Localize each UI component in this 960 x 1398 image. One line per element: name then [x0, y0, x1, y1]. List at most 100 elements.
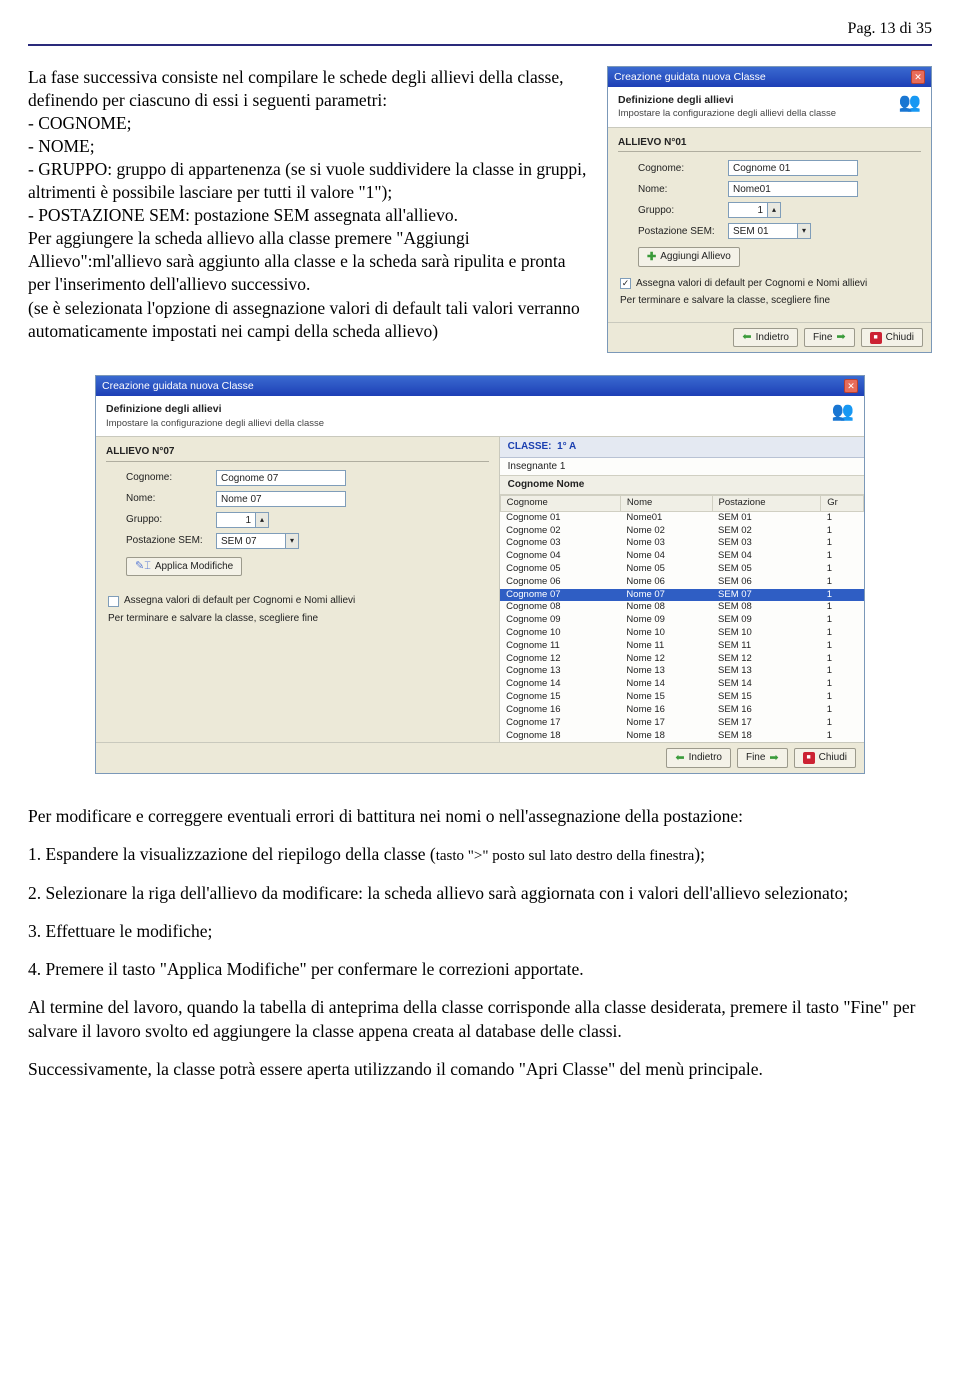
row-gruppo-2: Gruppo: 1 ▴: [126, 512, 489, 528]
table-cell: 1: [821, 627, 864, 640]
footer-note-2: Per terminare e salvare la classe, scegl…: [108, 612, 489, 626]
row-nome-2: Nome: Nome 07: [126, 491, 489, 507]
table-cell: 1: [821, 640, 864, 653]
page-number: Pag. 13 di 35: [28, 18, 932, 40]
chiudi-button[interactable]: Chiudi: [861, 328, 923, 348]
users-icon: 👥: [899, 93, 921, 111]
th-gruppo[interactable]: Gr: [821, 495, 864, 511]
table-cell: Nome 06: [620, 576, 712, 589]
apply-changes-button[interactable]: ✎⌶ Applica Modifiche: [126, 557, 242, 577]
fine-button[interactable]: Fine➡: [737, 748, 788, 768]
row-cognome: Cognome: Cognome 01: [638, 160, 921, 176]
table-row[interactable]: Cognome 01Nome01SEM 011: [500, 511, 863, 524]
add-allievo-button[interactable]: ✚ Aggiungi Allievo: [638, 247, 740, 267]
input-gruppo[interactable]: 1: [728, 202, 768, 218]
label-nome: Nome:: [126, 492, 216, 506]
table-cell: Nome 03: [620, 537, 712, 550]
table-cell: Cognome 10: [500, 627, 620, 640]
table-cell: Cognome 12: [500, 653, 620, 666]
row-postazione-2: Postazione SEM: SEM 07 ▾: [126, 533, 489, 549]
instr-3: 3. Effettuare le modifiche;: [28, 919, 932, 943]
table-row[interactable]: Cognome 16Nome 16SEM 161: [500, 704, 863, 717]
table-row[interactable]: Cognome 13Nome 13SEM 131: [500, 665, 863, 678]
label-cognome: Cognome:: [638, 162, 728, 176]
add-btn-wrap: ✚ Aggiungi Allievo: [638, 247, 921, 267]
dialog-2-body: ALLIEVO N°07 Cognome: Cognome 07 Nome: N…: [96, 437, 864, 742]
table-row[interactable]: Cognome 11Nome 11SEM 111: [500, 640, 863, 653]
table-cell: 1: [821, 589, 864, 602]
table-cell: Cognome 06: [500, 576, 620, 589]
input-nome[interactable]: Nome01: [728, 181, 858, 197]
back-button[interactable]: ⬅Indietro: [733, 328, 798, 348]
input-gruppo-2[interactable]: 1: [216, 512, 256, 528]
close-icon[interactable]: ✕: [911, 70, 925, 84]
close-icon[interactable]: ✕: [844, 379, 858, 393]
input-cognome-2[interactable]: Cognome 07: [216, 470, 346, 486]
table-row[interactable]: Cognome 17Nome 17SEM 171: [500, 717, 863, 730]
table-row[interactable]: Cognome 15Nome 15SEM 151: [500, 691, 863, 704]
checkbox-label: Assegna valori di default per Cognomi e …: [124, 594, 355, 608]
instr-2: 2. Selezionare la riga dell'allievo da m…: [28, 881, 932, 905]
table-cell: SEM 11: [712, 640, 821, 653]
th-cognome[interactable]: Cognome: [500, 495, 620, 511]
intro-p2: Per aggiungere la scheda allievo alla cl…: [28, 227, 589, 296]
table-cell: SEM 05: [712, 563, 821, 576]
table-row[interactable]: Cognome 06Nome 06SEM 061: [500, 576, 863, 589]
intro-item-gruppo: - GRUPPO: gruppo di appartenenza (se si …: [28, 158, 589, 204]
table-cell: Cognome 16: [500, 704, 620, 717]
input-nome-2[interactable]: Nome 07: [216, 491, 346, 507]
th-postazione[interactable]: Postazione: [712, 495, 821, 511]
dialog-header-title: Definizione degli allievi: [618, 93, 836, 107]
table-row[interactable]: Cognome 05Nome 05SEM 051: [500, 563, 863, 576]
table-cell: Cognome 02: [500, 525, 620, 538]
table-cell: SEM 09: [712, 614, 821, 627]
table-cell: Cognome 11: [500, 640, 620, 653]
chiudi-button[interactable]: Chiudi: [794, 748, 856, 768]
table-cell: Nome 13: [620, 665, 712, 678]
back-button[interactable]: ⬅Indietro: [666, 748, 731, 768]
table-cell: Nome01: [620, 511, 712, 524]
instr-p2: Al termine del lavoro, quando la tabella…: [28, 995, 932, 1043]
table-row[interactable]: Cognome 14Nome 14SEM 141: [500, 678, 863, 691]
users-icon: 👥: [832, 402, 854, 420]
table-row[interactable]: Cognome 02Nome 02SEM 021: [500, 525, 863, 538]
gruppo-spinner[interactable]: ▴: [767, 202, 781, 218]
th-nome[interactable]: Nome: [620, 495, 712, 511]
table-row[interactable]: Cognome 18Nome 18SEM 181: [500, 730, 863, 743]
table-row[interactable]: Cognome 09Nome 09SEM 091: [500, 614, 863, 627]
plus-icon: ✚: [647, 252, 656, 263]
dialog-2-right: CLASSE: 1° A Insegnante 1 Cognome Nome C…: [500, 437, 864, 742]
table-cell: 1: [821, 601, 864, 614]
fine-button[interactable]: Fine➡: [804, 328, 855, 348]
table-row[interactable]: Cognome 12Nome 12SEM 121: [500, 653, 863, 666]
instr-p3: Successivamente, la classe potrà essere …: [28, 1057, 932, 1081]
table-cell: SEM 18: [712, 730, 821, 743]
table-row[interactable]: Cognome 10Nome 10SEM 101: [500, 627, 863, 640]
table-row[interactable]: Cognome 03Nome 03SEM 031: [500, 537, 863, 550]
postazione-dropdown-icon[interactable]: ▾: [285, 533, 299, 549]
table-row[interactable]: Cognome 07Nome 07SEM 071: [500, 589, 863, 602]
default-values-checkbox-2[interactable]: [108, 596, 119, 607]
table-cell: SEM 01: [712, 511, 821, 524]
dialog-1-titlebar[interactable]: Creazione guidata nuova Classe ✕: [608, 67, 931, 87]
table-cell: Nome 09: [620, 614, 712, 627]
dialog-header-title: Definizione degli allievi: [106, 402, 324, 416]
intro-item-nome: - NOME;: [28, 135, 589, 158]
input-postazione-2[interactable]: SEM 07: [216, 533, 286, 549]
top-section: La fase successiva consiste nel compilar…: [28, 66, 932, 354]
stop-icon: [870, 332, 882, 344]
table-cell: 1: [821, 717, 864, 730]
input-cognome[interactable]: Cognome 01: [728, 160, 858, 176]
instr-list: 1. Espandere la visualizzazione del riep…: [28, 842, 932, 981]
input-postazione[interactable]: SEM 01: [728, 223, 798, 239]
arrow-right-icon: ➡: [836, 332, 845, 343]
gruppo-spinner[interactable]: ▴: [255, 512, 269, 528]
edit-icon: ✎⌶: [135, 561, 151, 572]
dialog-1-container: Creazione guidata nuova Classe ✕ Definiz…: [607, 66, 932, 354]
table-cell: Cognome 18: [500, 730, 620, 743]
dialog-2-titlebar[interactable]: Creazione guidata nuova Classe ✕: [96, 376, 864, 396]
postazione-dropdown-icon[interactable]: ▾: [797, 223, 811, 239]
default-values-checkbox[interactable]: ✓: [620, 278, 631, 289]
table-row[interactable]: Cognome 04Nome 04SEM 041: [500, 550, 863, 563]
table-row[interactable]: Cognome 08Nome 08SEM 081: [500, 601, 863, 614]
